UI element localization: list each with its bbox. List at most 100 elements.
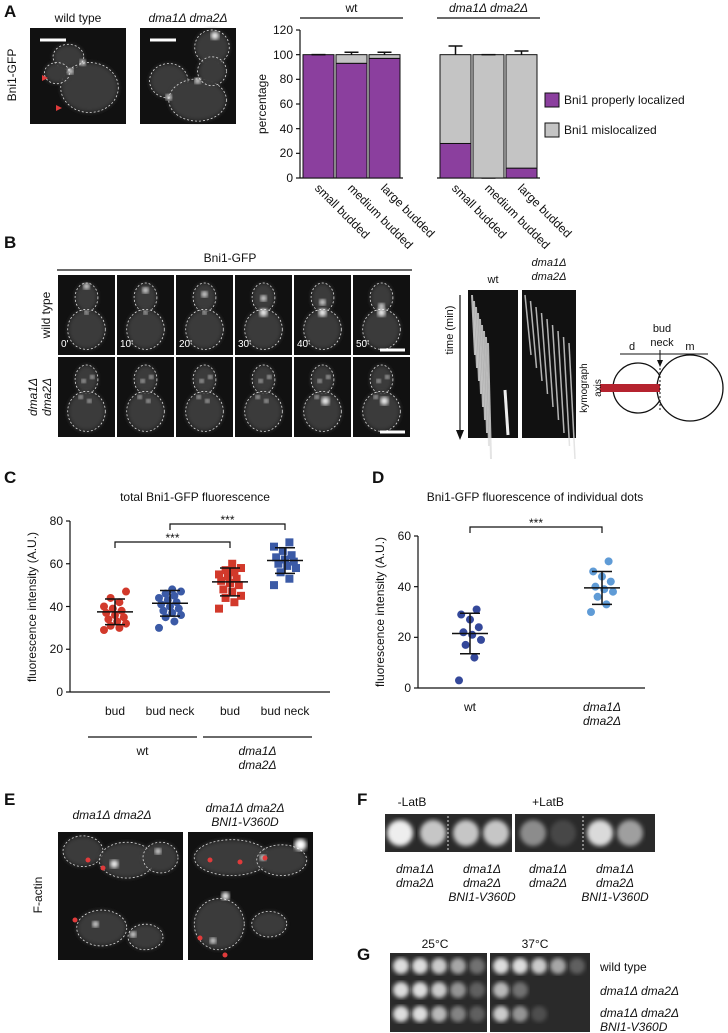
y-tick-label: 80	[49, 514, 63, 528]
y-tick-label: 60	[49, 556, 63, 571]
panel-letter: G	[357, 945, 371, 964]
panel-letter: E	[4, 790, 16, 809]
micrograph	[176, 357, 233, 437]
sd-bar	[460, 612, 480, 655]
signal-spot	[260, 295, 267, 302]
signal-spot	[210, 937, 216, 944]
cell-outline	[303, 390, 342, 432]
kymograph-streak	[540, 312, 549, 395]
data-point	[477, 635, 485, 644]
kymograph-streak	[535, 306, 543, 382]
temperature-label: 25°C	[421, 937, 449, 951]
marker-dot	[100, 865, 106, 871]
micrograph	[353, 357, 410, 437]
bar-segment	[505, 167, 538, 179]
cell	[126, 391, 165, 432]
kymograph-streak	[477, 312, 482, 395]
yeast-spot	[431, 982, 447, 998]
x-tick-label: bud	[219, 704, 241, 718]
time-label: 0'	[61, 339, 69, 350]
bar-segment	[505, 54, 538, 169]
cell	[185, 391, 224, 432]
y-tick-label: 120	[272, 23, 293, 37]
yeast-spot	[531, 958, 547, 974]
temperature-label: 37°C	[521, 937, 549, 951]
yeast-spot	[469, 958, 485, 974]
data-point	[100, 602, 108, 611]
data-point	[157, 600, 166, 609]
cell	[76, 910, 127, 946]
legend-swatch	[544, 122, 560, 138]
y-tick-label: 20	[279, 146, 293, 161]
time-axis-label: time (min)	[444, 305, 456, 355]
data-point	[274, 559, 283, 568]
y-tick-label: 80	[279, 72, 293, 87]
significance-label: ***	[165, 531, 180, 545]
kymograph-streak	[524, 294, 532, 356]
data-point	[122, 587, 130, 596]
cell	[134, 365, 157, 394]
data-point	[174, 604, 183, 613]
signal-spot	[201, 291, 208, 298]
legend-swatch	[544, 92, 560, 108]
image-label: dma1Δ dma2Δ	[148, 11, 228, 25]
cell	[303, 309, 342, 350]
yeast-spot	[450, 958, 466, 974]
kymograph-streak	[481, 324, 486, 421]
data-point	[289, 557, 298, 566]
cell	[67, 309, 106, 350]
yeast-spot	[512, 958, 528, 974]
yeast-spot	[453, 820, 479, 846]
data-point	[270, 542, 278, 551]
y-tick-label: 20	[397, 630, 411, 645]
significance-bracket	[469, 526, 603, 533]
micrograph	[58, 275, 115, 355]
kymograph-streak	[568, 342, 576, 460]
kymograph-streak	[503, 389, 510, 436]
yeast-spot	[469, 1006, 485, 1022]
diagram-label: bud neck	[650, 323, 674, 349]
marker-dot	[197, 935, 203, 941]
yeast-spot	[617, 820, 643, 846]
error-bar	[344, 51, 359, 55]
data-point	[285, 538, 294, 547]
cell-outline	[244, 308, 283, 350]
group-label: wt	[136, 744, 149, 758]
data-point	[115, 598, 124, 607]
data-point	[177, 587, 185, 596]
signal-spot	[137, 395, 142, 399]
data-point	[106, 621, 115, 630]
signal-spot	[264, 399, 269, 403]
data-point	[272, 553, 281, 562]
kymograph-streak	[483, 330, 488, 434]
data-point	[221, 566, 230, 575]
strain-label: dma1Δ dma2Δ	[528, 862, 568, 890]
yeast-spot	[550, 958, 566, 974]
data-point	[104, 615, 113, 624]
cell-outline	[126, 308, 165, 350]
data-point	[117, 606, 126, 615]
signal-spot	[210, 31, 219, 40]
cell-outline	[362, 390, 401, 432]
cell	[194, 898, 245, 950]
data-point	[221, 593, 230, 602]
panel-letter: B	[4, 233, 17, 252]
cell	[194, 839, 270, 876]
time-label: 20'	[179, 339, 193, 350]
bar-segment	[335, 54, 368, 64]
data-point	[155, 593, 163, 602]
cell-outline	[251, 910, 288, 938]
diagram-label: kymograph axis	[579, 363, 604, 413]
signal-spot	[378, 303, 385, 310]
cell-outline	[362, 308, 401, 350]
cell	[126, 309, 165, 350]
signal-spot	[294, 838, 307, 851]
cell-outline	[185, 390, 224, 432]
data-point	[228, 559, 237, 568]
group-label: wt	[345, 1, 358, 15]
data-point	[172, 598, 181, 607]
significance-bracket	[169, 523, 286, 530]
chart-title: Bni1-GFP fluorescence of individual dots	[426, 490, 644, 504]
time-label: 40'	[297, 339, 311, 350]
cell-outline	[67, 390, 106, 432]
